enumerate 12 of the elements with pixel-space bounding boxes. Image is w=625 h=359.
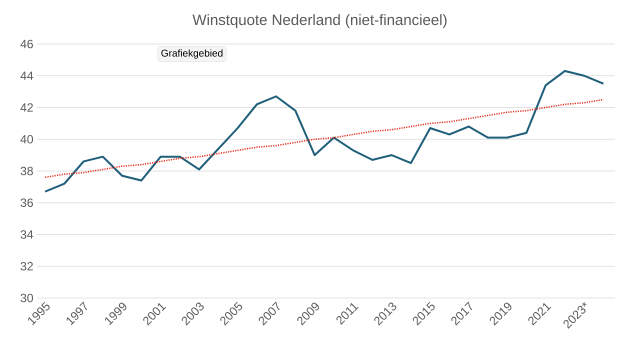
y-tick-label: 42	[20, 103, 33, 112]
y-tick-label: 46	[20, 40, 33, 48]
line-series	[44, 70, 604, 193]
y-tick-label: 32	[20, 262, 33, 270]
y-tick-label: 40	[20, 134, 34, 144]
y-tick-label: 34	[20, 230, 34, 239]
y-tick-label: 44	[20, 72, 34, 80]
y-tick-label: 36	[20, 198, 33, 207]
y-tick-label: 38	[20, 166, 33, 176]
chart-title: Winstquote Nederland (niet-financieel)	[192, 14, 447, 28]
y-tick-label: 30	[20, 294, 34, 302]
annotation: Grafiekgebied	[161, 49, 222, 59]
